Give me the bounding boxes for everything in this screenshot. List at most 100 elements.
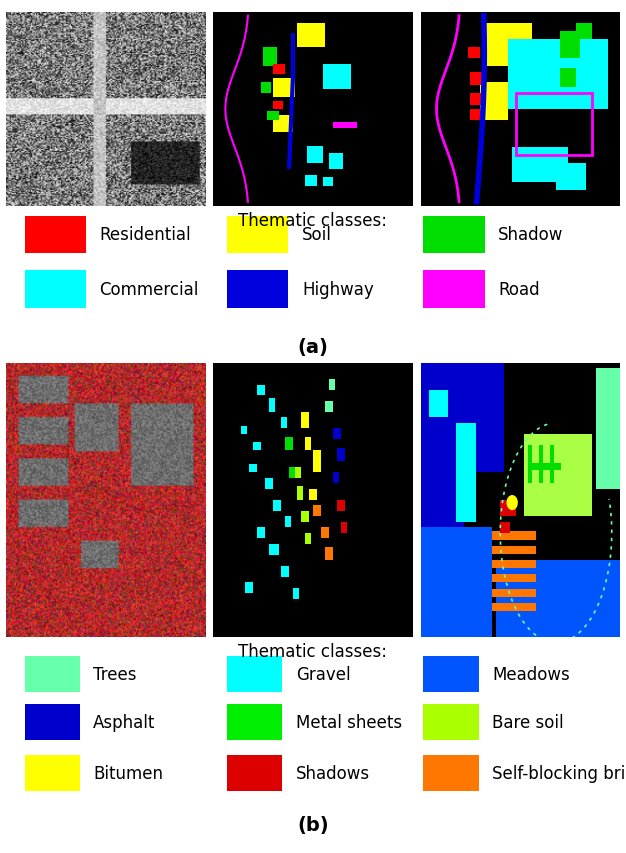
Bar xyxy=(560,32,580,59)
Bar xyxy=(528,463,539,470)
Bar xyxy=(273,65,285,75)
FancyBboxPatch shape xyxy=(423,755,479,791)
Bar xyxy=(293,588,299,599)
FancyBboxPatch shape xyxy=(24,704,80,740)
Bar xyxy=(323,177,333,187)
Bar xyxy=(470,73,482,86)
Bar xyxy=(257,528,265,538)
Bar xyxy=(265,479,273,490)
FancyBboxPatch shape xyxy=(24,217,86,253)
Bar xyxy=(273,115,293,133)
Bar xyxy=(421,473,464,528)
Bar xyxy=(281,566,289,577)
Bar xyxy=(512,148,568,183)
Bar xyxy=(470,109,480,121)
Text: (b): (b) xyxy=(297,815,329,833)
Bar xyxy=(476,546,536,554)
Bar xyxy=(269,398,275,413)
Bar xyxy=(337,500,345,511)
Bar xyxy=(556,164,586,191)
Bar xyxy=(550,445,554,484)
Bar xyxy=(470,94,482,106)
Bar xyxy=(267,112,279,121)
Text: Bitumen: Bitumen xyxy=(93,764,163,782)
Bar xyxy=(476,531,536,540)
Text: Bare soil: Bare soil xyxy=(492,713,564,731)
Bar xyxy=(305,438,311,451)
FancyBboxPatch shape xyxy=(227,704,282,740)
Text: Asphalt: Asphalt xyxy=(93,713,156,731)
Bar xyxy=(261,83,271,94)
Bar xyxy=(297,25,325,48)
Bar xyxy=(313,506,321,517)
Text: Metal sheets: Metal sheets xyxy=(296,713,402,731)
Bar xyxy=(245,583,254,594)
FancyBboxPatch shape xyxy=(423,704,479,740)
Text: (a): (a) xyxy=(297,338,329,357)
Bar xyxy=(333,123,357,129)
Bar xyxy=(576,25,592,40)
Text: Residential: Residential xyxy=(100,226,191,244)
Bar xyxy=(333,429,341,440)
Circle shape xyxy=(507,496,517,510)
Bar xyxy=(293,467,301,479)
FancyBboxPatch shape xyxy=(423,271,485,309)
Bar xyxy=(528,445,532,484)
Bar xyxy=(476,575,536,583)
FancyBboxPatch shape xyxy=(227,755,282,791)
Bar xyxy=(281,418,287,429)
Bar xyxy=(337,448,345,461)
Text: Shadows: Shadows xyxy=(296,764,370,782)
Bar xyxy=(249,465,257,473)
Bar xyxy=(539,445,543,484)
Bar xyxy=(241,426,247,434)
Bar xyxy=(333,473,339,484)
Bar xyxy=(273,102,283,109)
Bar xyxy=(305,533,311,544)
FancyBboxPatch shape xyxy=(423,217,485,253)
Text: Meadows: Meadows xyxy=(492,665,570,683)
Bar xyxy=(313,451,321,473)
Bar xyxy=(321,528,329,538)
Text: Thematic classes:: Thematic classes: xyxy=(239,212,387,229)
Text: Commercial: Commercial xyxy=(100,281,199,299)
Bar xyxy=(305,176,317,187)
Bar xyxy=(516,94,592,156)
FancyBboxPatch shape xyxy=(227,271,289,309)
Bar xyxy=(325,547,333,560)
Text: Self-blocking bricks: Self-blocking bricks xyxy=(492,764,626,782)
Text: Soil: Soil xyxy=(302,226,332,244)
Bar xyxy=(468,48,480,59)
Bar xyxy=(273,78,295,98)
Text: Gravel: Gravel xyxy=(296,665,351,683)
FancyBboxPatch shape xyxy=(24,755,80,791)
FancyBboxPatch shape xyxy=(24,271,86,309)
Bar xyxy=(429,391,448,418)
FancyBboxPatch shape xyxy=(227,656,282,692)
Bar xyxy=(500,500,516,517)
Bar xyxy=(285,517,291,528)
Text: Highway: Highway xyxy=(302,281,374,299)
Bar xyxy=(257,385,265,396)
Bar xyxy=(289,467,295,479)
Bar xyxy=(301,511,309,522)
Text: Shadow: Shadow xyxy=(498,226,563,244)
Bar xyxy=(254,443,261,451)
Bar xyxy=(421,528,492,637)
Bar xyxy=(285,438,293,451)
FancyBboxPatch shape xyxy=(24,656,80,692)
Bar xyxy=(480,83,508,121)
Bar xyxy=(329,154,343,170)
Bar xyxy=(524,434,592,517)
Bar xyxy=(485,25,532,67)
Bar xyxy=(309,490,317,500)
Bar xyxy=(421,363,504,473)
Bar xyxy=(596,368,620,490)
Bar xyxy=(263,48,277,67)
FancyBboxPatch shape xyxy=(227,217,289,253)
FancyBboxPatch shape xyxy=(423,656,479,692)
Bar xyxy=(550,463,561,470)
Bar xyxy=(508,40,608,109)
Text: Thematic classes:: Thematic classes: xyxy=(239,642,387,660)
Bar xyxy=(476,603,536,612)
